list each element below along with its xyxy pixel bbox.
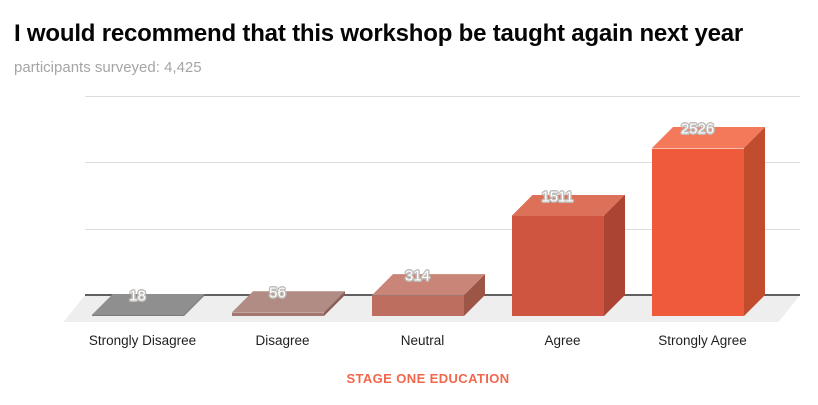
bar-strongly-disagree-front-face bbox=[91, 315, 184, 317]
category-label-agree: Agree bbox=[544, 333, 581, 348]
category-label-strongly-agree: Strongly Agree bbox=[658, 333, 747, 348]
bar-neutral-top-face bbox=[372, 274, 486, 296]
gridline-1000 bbox=[85, 228, 800, 230]
category-label-strongly-disagree: Strongly Disagree bbox=[88, 333, 197, 348]
gridline-2000 bbox=[85, 162, 800, 163]
bar-disagree-front-face bbox=[231, 312, 324, 317]
value-label-disagree: 56 bbox=[269, 284, 286, 302]
bar-neutral-front-face bbox=[371, 295, 464, 317]
value-label-strongly-agree: 2526 bbox=[680, 120, 715, 138]
value-label-strongly-disagree: 18 bbox=[129, 287, 146, 305]
value-label-neutral: 314 bbox=[404, 267, 431, 285]
category-label-neutral: Neutral bbox=[400, 333, 445, 348]
gridline-3000 bbox=[85, 95, 800, 97]
bar-strongly-agree-front-face bbox=[651, 148, 744, 317]
chart-title: I would recommend that this workshop be … bbox=[14, 20, 744, 47]
chart-subtitle: participants surveyed: 4,425 bbox=[14, 59, 202, 76]
bar-strongly-agree-side-face bbox=[743, 127, 765, 317]
bar-agree-top-face bbox=[512, 195, 626, 217]
category-label-disagree: Disagree bbox=[255, 333, 310, 348]
brand-footer-label: STAGE ONE EDUCATION bbox=[346, 371, 510, 386]
value-label-agree: 1511 bbox=[541, 188, 574, 206]
bar-strongly-disagree-top-face bbox=[92, 294, 206, 316]
bar-agree-side-face bbox=[603, 194, 625, 317]
bar-agree-front-face bbox=[511, 216, 604, 317]
bar-disagree-top-face bbox=[232, 291, 346, 313]
bar-strongly-agree-top-face bbox=[652, 127, 766, 149]
